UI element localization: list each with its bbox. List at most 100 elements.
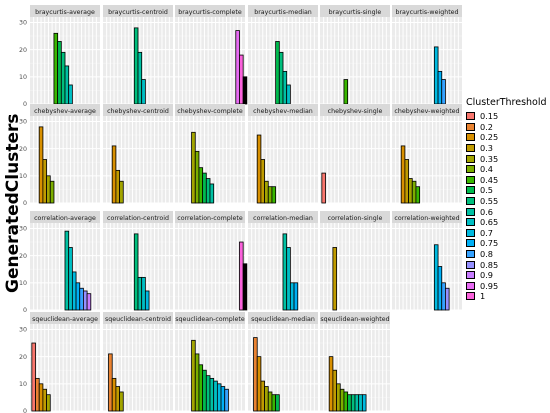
bar-0.3	[115, 169, 120, 204]
bar-0.55	[60, 51, 66, 105]
legend-swatch	[466, 197, 475, 206]
bar-0.45	[343, 79, 349, 105]
legend-item-0.65: 0.65	[466, 217, 550, 228]
legend-swatch	[466, 218, 475, 227]
legend-swatch	[466, 144, 475, 153]
panel-chebyshev-centroid: chebyshev-centroid	[103, 104, 173, 204]
panel-strip	[248, 211, 318, 223]
legend-item-0.4: 0.4	[466, 164, 550, 175]
legend-label: 0.7	[480, 227, 494, 238]
panel-title: correlation-complete	[177, 215, 243, 222]
legend-swatch	[466, 281, 475, 290]
legend-label: 0.8	[480, 249, 494, 260]
panel-title: sqeuclidean-median	[251, 316, 315, 323]
y-tick-label: 20	[19, 47, 27, 54]
legend-label: 0.5	[480, 185, 494, 196]
bar-0.8	[79, 287, 84, 311]
legend-swatch	[466, 154, 475, 163]
bar-0.85	[445, 287, 450, 311]
bar-0.6	[137, 276, 143, 311]
legend-swatch	[466, 271, 475, 280]
panel-title: sqeuclidean-complete	[175, 316, 245, 323]
legend-label: 0.4	[480, 164, 494, 175]
panel-strip	[30, 104, 100, 116]
bar-0.55	[133, 233, 139, 311]
legend-item-0.6: 0.6	[466, 206, 550, 217]
bar-0.35	[264, 386, 269, 412]
panel-title: correlation-median	[253, 215, 313, 222]
panel-title: chebyshev-median	[253, 108, 313, 115]
bar-0.15	[321, 172, 326, 204]
panel-strip	[320, 5, 390, 17]
panel-title: chebyshev-centroid	[107, 108, 169, 115]
panel-title: chebyshev-single	[328, 108, 383, 115]
legend-label: 0.85	[480, 259, 499, 270]
panel-title: braycurtis-complete	[178, 9, 242, 16]
panel-strip	[248, 5, 318, 17]
bar-0.55	[133, 27, 139, 105]
legend-item-0.35: 0.35	[466, 153, 550, 164]
y-tick-label: 20	[19, 146, 27, 153]
panel-strip	[392, 5, 462, 17]
legend-label: 0.75	[480, 238, 499, 249]
legend-swatch	[466, 292, 475, 301]
bar-0.7	[144, 290, 150, 311]
bar-0.35	[408, 178, 413, 204]
legend-item-0.75: 0.75	[466, 238, 550, 249]
legend-label: 0.2	[480, 121, 494, 132]
panel-sqeuclidean-centroid: sqeuclidean-centroid	[103, 312, 173, 412]
bar-0.65	[286, 247, 291, 311]
panel-sqeuclidean-complete: sqeuclidean-complete	[175, 312, 245, 412]
panel-background	[175, 17, 245, 104]
bar-0.3	[260, 159, 265, 204]
y-tick-label: 30	[19, 119, 27, 126]
y-tick-label: 20	[19, 354, 27, 361]
legend-label: 0.9	[480, 270, 494, 281]
bar-0.45	[415, 186, 421, 204]
panel-braycurtis-weighted: braycurtis-weighted	[392, 5, 462, 105]
legend-item-0.9: 0.9	[466, 270, 550, 281]
panel-title: braycurtis-weighted	[395, 9, 458, 16]
bar-0.45	[343, 391, 349, 412]
bar-0.7	[289, 282, 295, 311]
panel-braycurtis-average: braycurtis-average 0 10 20 30	[19, 5, 100, 108]
panel-title: braycurtis-median	[254, 9, 312, 16]
panel-chebyshev-complete: chebyshev-complete	[175, 104, 245, 204]
panel-strip	[103, 312, 173, 324]
y-tick-label: 0	[23, 408, 27, 413]
legend-swatch	[466, 133, 475, 142]
bar-0.9	[86, 293, 92, 311]
bar-0.65	[68, 247, 73, 311]
panel-strip	[320, 211, 390, 223]
bar-0.75	[437, 70, 443, 105]
bar-0.75	[75, 282, 81, 311]
bar-0.35	[191, 339, 196, 412]
bar-0.7	[216, 383, 222, 412]
legend-label: 0.65	[480, 217, 499, 228]
bar-0.8	[441, 282, 446, 311]
legend-swatch	[466, 186, 475, 195]
bar-0.4	[194, 150, 200, 204]
bar-0.65	[286, 84, 291, 105]
legend-label: 0.3	[480, 143, 494, 154]
panel-background	[320, 17, 390, 104]
bar-0.55	[350, 394, 356, 412]
panel-background	[392, 17, 462, 104]
panel-background	[320, 223, 390, 310]
bar-0.65	[141, 276, 146, 311]
y-tick-label: 10	[19, 280, 27, 287]
legend-items: 0.15 0.2 0.25 0.3 0.35 0.4 0.45 0.5 0.55 0.6 0.65 0…	[466, 111, 550, 302]
panel-braycurtis-single: braycurtis-single	[320, 5, 390, 105]
bar-0.6	[354, 394, 360, 412]
legend-swatch	[466, 260, 475, 269]
y-tick-label: 0	[23, 307, 27, 314]
panel-strip	[103, 211, 173, 223]
bar-0.3	[332, 369, 337, 412]
legend: ClusterThreshold 0.15 0.2 0.25 0.3 0.35 0.4 0.…	[466, 97, 550, 302]
bar-undefined	[242, 263, 248, 311]
legend-swatch	[466, 122, 475, 131]
bar-0.15	[31, 342, 36, 412]
panel-title: braycurtis-single	[329, 9, 382, 16]
panel-title: correlation-weighted	[394, 215, 459, 222]
bar-0.3	[404, 159, 409, 204]
